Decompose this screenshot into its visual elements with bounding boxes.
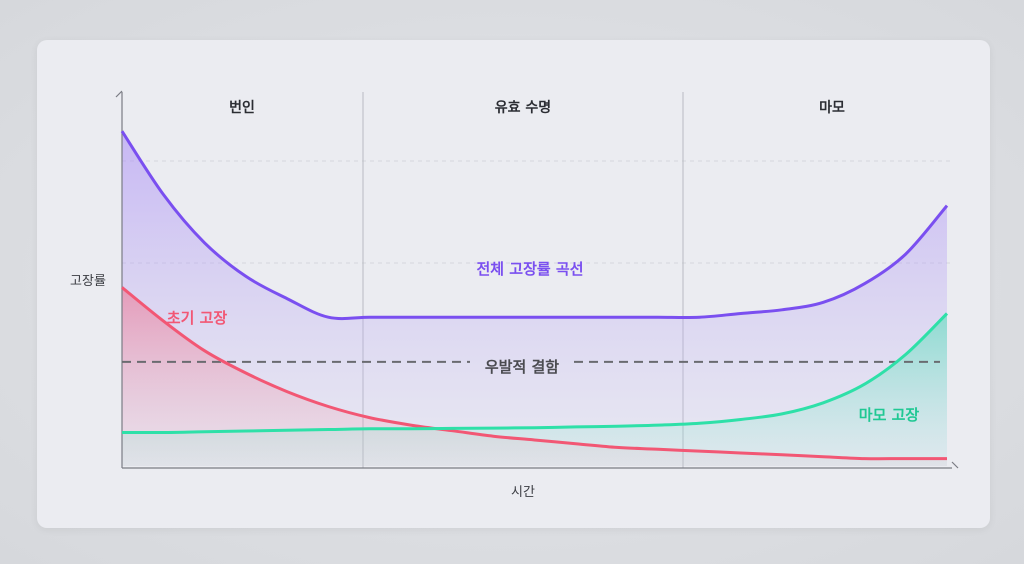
line-total [120,130,949,321]
phase-label-wear-out: 마모 [819,100,845,116]
series-label-total: 전체 고장률 곡선 [476,260,583,278]
x-axis-arrow [951,461,959,469]
series-label-infant: 초기 고장 [167,309,228,327]
line-wearout [121,312,949,435]
series-label-wearout: 마모 고장 [859,406,920,424]
y-axis-arrow [115,90,123,98]
area-total [122,131,947,466]
phase-label-burn-in: 번인 [229,99,255,116]
y-axis-label: 고장률 [70,274,106,289]
area-infant [122,287,947,466]
line-infant [121,286,947,461]
x-axis-label: 시간 [511,485,535,500]
reference-line-label: 우발적 결함 [485,358,559,376]
area-wearout [122,313,947,466]
phase-label-useful-life: 유효 수명 [495,99,551,116]
